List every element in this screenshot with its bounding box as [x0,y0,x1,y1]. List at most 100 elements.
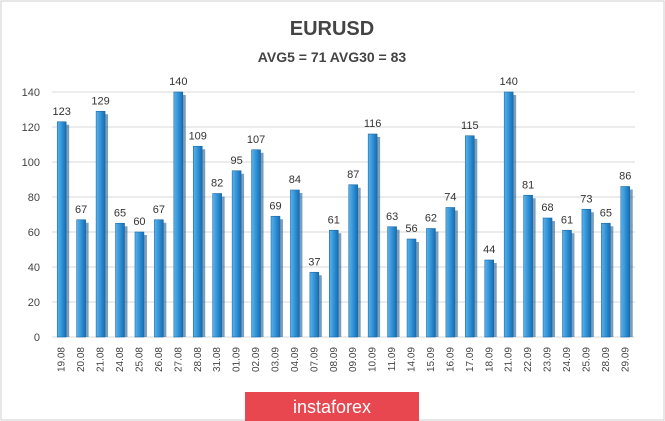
bar [581,208,592,338]
bar [251,149,261,338]
y-tick-label: 140 [22,87,40,99]
x-tick-label: 01.09 [232,347,243,372]
y-tick-label: 120 [22,122,40,134]
bar [56,121,67,338]
bar [290,189,300,338]
x-tick-label: 11.09 [387,347,398,372]
x-tick-label: 17.09 [465,347,476,372]
x-tick-label: 09.09 [348,347,359,372]
y-tick-label: 60 [28,227,40,239]
x-tick-label: 27.08 [173,347,184,372]
data-label: 140 [500,76,518,88]
data-label: 140 [169,76,187,88]
x-tick-label: 24.09 [562,347,573,372]
data-label: 86 [619,171,631,183]
x-tick-label: 23.09 [543,347,554,372]
data-label: 68 [541,202,553,214]
data-label: 69 [269,200,281,212]
bar [562,229,572,338]
bar [329,229,339,338]
bar [76,219,86,338]
data-label: 109 [189,130,207,142]
chart-subtitle: AVG5 = 71 AVG30 = 83 [258,49,407,65]
x-tick-label: 22.09 [523,347,534,372]
bar [484,259,495,338]
bar [134,231,145,338]
data-label: 61 [328,214,340,226]
x-tick-label: 15.09 [426,347,437,372]
data-label: 60 [133,216,145,228]
bar [523,194,533,338]
bar [115,222,125,338]
data-label: 73 [580,193,592,205]
data-label: 62 [425,213,437,225]
x-tick-label: 28.09 [601,347,612,372]
data-label: 37 [308,256,320,268]
data-label: 65 [114,207,126,219]
x-tick-label: 16.09 [445,347,456,372]
data-label: 81 [522,179,534,191]
bar [95,110,106,338]
y-tick-label: 100 [22,157,40,169]
bar [445,207,456,338]
data-label: 107 [247,134,265,146]
data-label: 74 [444,192,456,204]
data-label: 95 [230,155,242,167]
bar [212,193,222,338]
watermark-banner: instaforex [245,392,419,421]
x-tick-label: 18.09 [484,347,495,372]
x-tick-label: 03.09 [270,347,281,372]
x-tick-label: 02.09 [251,347,262,372]
watermark-background [245,392,419,421]
data-label: 56 [405,223,417,235]
bar [309,271,320,338]
data-label: 61 [561,214,573,226]
data-label: 87 [347,169,359,181]
x-tick-label: 28.08 [193,347,204,372]
bar [542,217,553,338]
data-label: 116 [364,118,382,130]
x-axis: 19.08 20.08 21.08 24.08 25.08 26.08 27.08 28.08… [57,347,632,372]
bar [367,133,378,338]
bar [503,91,514,338]
y-tick-label: 40 [28,262,40,274]
data-label: 123 [53,106,71,118]
data-label: 63 [386,211,398,223]
x-tick-label: 31.08 [212,347,223,372]
data-label: 67 [153,204,165,216]
data-label: 82 [211,178,223,190]
grid-lines [52,91,635,338]
y-axis: 0 20 40 60 80 100 120 140 [22,87,40,344]
x-tick-label: 08.09 [329,347,340,372]
data-label: 129 [91,95,109,107]
x-tick-label: 25.09 [581,347,592,372]
bar [348,184,358,338]
x-tick-label: 26.08 [154,347,165,372]
bar [601,222,611,338]
y-tick-label: 80 [28,192,40,204]
data-label: 44 [483,244,495,256]
x-tick-label: 04.09 [290,347,301,372]
data-label: 67 [75,204,87,216]
bar [231,170,242,338]
bar [387,226,397,338]
x-tick-label: 07.09 [309,347,320,372]
x-tick-label: 20.08 [76,347,87,372]
data-labels: 123 67 129 65 60 67 140 109 82 95 107 69 84 37 61 87 116… [53,76,632,268]
bar [620,186,631,338]
data-label: 84 [289,174,301,186]
y-tick-label: 0 [34,332,40,344]
bar-series [56,91,633,338]
bar [154,219,164,338]
bar [192,145,203,338]
x-tick-label: 21.08 [96,347,107,372]
x-tick-label: 24.08 [115,347,126,372]
data-label: 115 [461,120,479,132]
x-tick-label: 25.08 [134,347,145,372]
bar [270,215,281,338]
x-tick-label: 19.08 [57,347,68,372]
watermark-text: instaforex [293,397,371,417]
x-tick-label: 14.09 [407,347,418,372]
